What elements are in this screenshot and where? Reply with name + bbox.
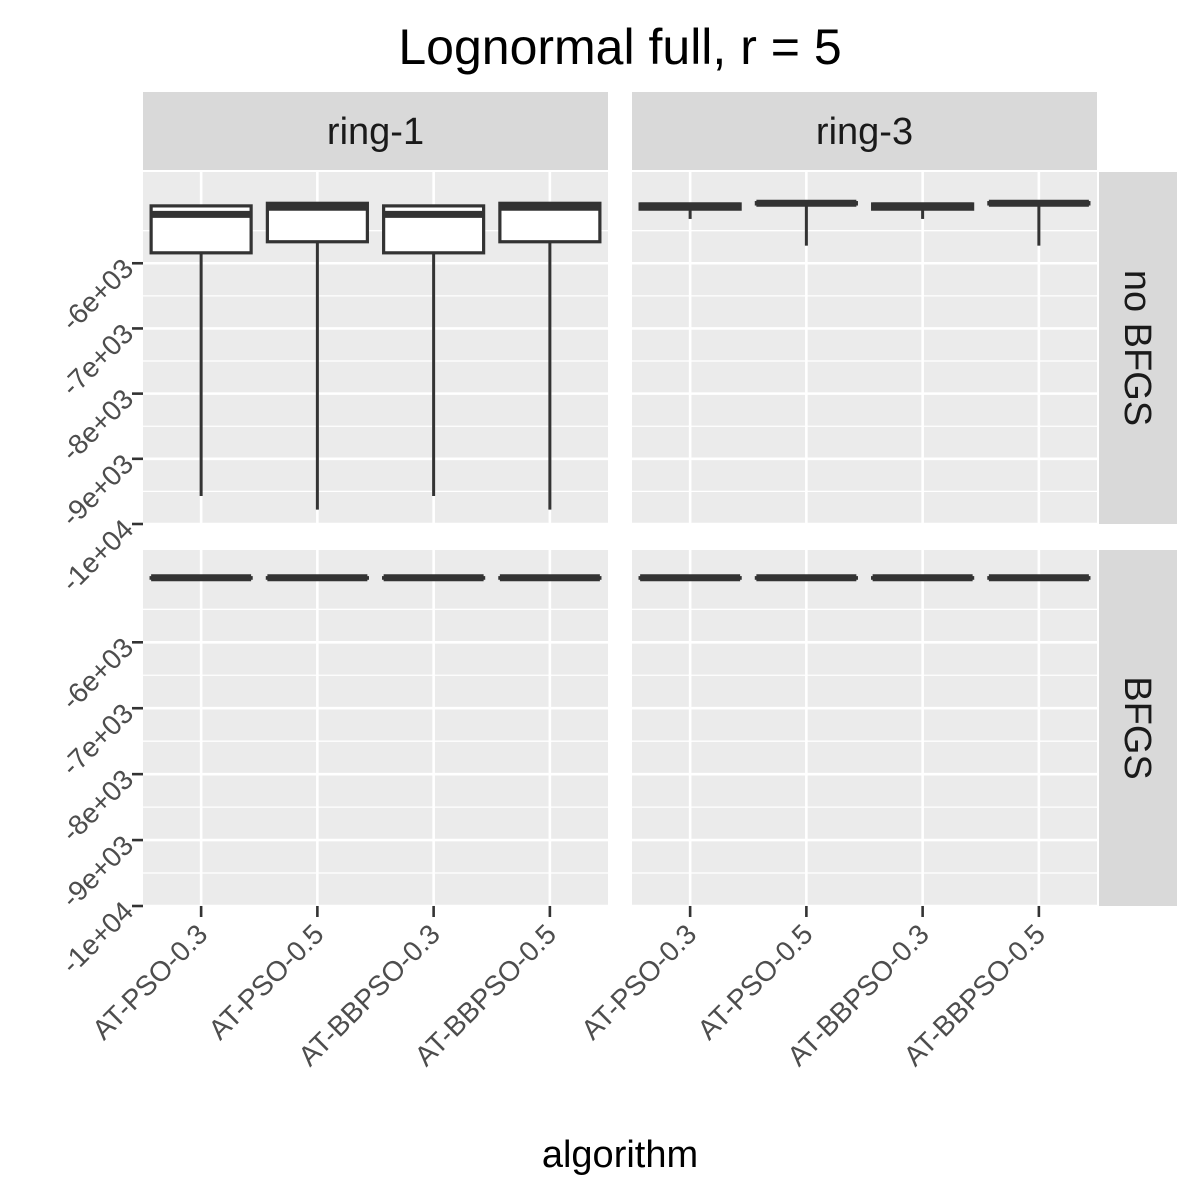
- box-at-bbpso-0-5: [987, 199, 1091, 246]
- y-tick-label: -7e+03: [55, 318, 139, 402]
- box-at-pso-0-3: [149, 574, 253, 582]
- strip-ring-1: ring-1: [143, 92, 608, 170]
- y-axes: -6e+03-7e+03-8e+03-9e+03-1e+04-6e+03-7e+…: [55, 253, 143, 980]
- panel-ring-3-bfgs: [632, 550, 1097, 908]
- box-at-bbpso-0-3: [382, 574, 486, 582]
- y-tick-label: -6e+03: [55, 632, 139, 716]
- box-at-bbpso-0-5: [498, 574, 602, 582]
- y-tick-label: -9e+03: [55, 829, 139, 913]
- x-tick-label: AT-PSO-0.3: [575, 918, 702, 1045]
- y-tick-label: -1e+04: [55, 513, 139, 597]
- x-axes: AT-PSO-0.3AT-PSO-0.5AT-BBPSO-0.3AT-BBPSO…: [86, 906, 1051, 1072]
- box-at-pso-0-3: [149, 204, 253, 496]
- box-at-bbpso-0-5: [987, 574, 1091, 582]
- strip-background: [1099, 172, 1177, 524]
- box-at-bbpso-0-3: [871, 202, 975, 219]
- box-at-bbpso-0-3: [382, 204, 486, 496]
- box-at-pso-0-3: [638, 574, 742, 582]
- box-at-bbpso-0-5: [498, 201, 602, 510]
- panel-ring-1-bfgs: [143, 550, 608, 908]
- strip-background: [632, 92, 1097, 170]
- y-tick-label: -7e+03: [55, 698, 139, 782]
- strip-bfgs: BFGS: [1099, 550, 1177, 906]
- y-tick-label: -1e+04: [55, 895, 139, 979]
- box-at-pso-0-5: [265, 574, 369, 582]
- y-axis-bfgs: -6e+03-7e+03-8e+03-9e+03-1e+04: [55, 632, 143, 980]
- strip-label: BFGS: [1116, 676, 1158, 779]
- panel-ring-1-no-bfgs: [143, 172, 608, 526]
- strip-background: [143, 92, 608, 170]
- strip-ring-3: ring-3: [632, 92, 1097, 170]
- plot-panels: [143, 172, 1097, 908]
- x-axis-title: algorithm: [542, 1134, 698, 1176]
- strip-no-bfgs: no BFGS: [1099, 172, 1177, 524]
- panel-background: [632, 172, 1097, 524]
- strip-background: [1099, 550, 1177, 906]
- panel-background: [632, 550, 1097, 906]
- strip-label: ring-1: [327, 111, 424, 153]
- x-tick-label: AT-PSO-0.5: [691, 918, 818, 1045]
- facet-strips: ring-1 ring-3 no BFGS BFGS: [143, 92, 1177, 906]
- y-tick-label: -6e+03: [55, 253, 139, 337]
- box-at-pso-0-5: [754, 199, 858, 246]
- box-at-bbpso-0-3: [871, 574, 975, 582]
- strip-label: ring-3: [816, 111, 913, 153]
- panel-ring-3-no-bfgs: [632, 172, 1097, 526]
- y-tick-label: -8e+03: [55, 383, 139, 467]
- x-tick-label: AT-PSO-0.5: [202, 918, 329, 1045]
- box-at-pso-0-5: [265, 201, 369, 510]
- y-axis-no-bfgs: -6e+03-7e+03-8e+03-9e+03-1e+04: [55, 253, 143, 598]
- y-tick-label: -9e+03: [55, 448, 139, 532]
- box-at-pso-0-5: [754, 574, 858, 582]
- x-axis-ring-1: AT-PSO-0.3AT-PSO-0.5AT-BBPSO-0.3AT-BBPSO…: [86, 906, 562, 1072]
- box-at-pso-0-3: [638, 202, 742, 219]
- chart-title: Lognormal full, r = 5: [398, 19, 841, 75]
- panel-background: [143, 550, 608, 906]
- x-axis-ring-3: AT-PSO-0.3AT-PSO-0.5AT-BBPSO-0.3AT-BBPSO…: [575, 906, 1051, 1072]
- y-tick-label: -8e+03: [55, 764, 139, 848]
- strip-label: no BFGS: [1116, 270, 1158, 426]
